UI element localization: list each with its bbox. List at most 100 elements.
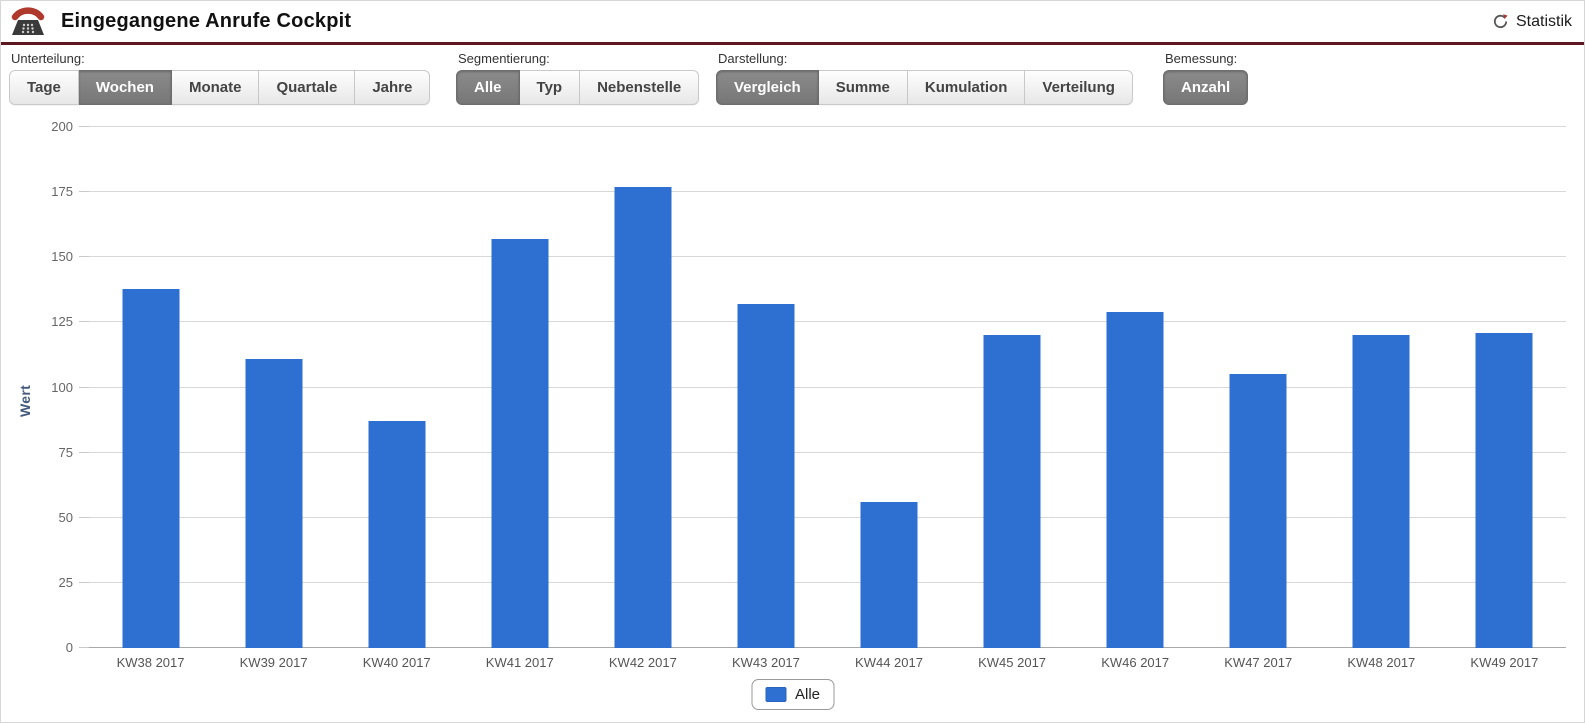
x-tick-label: KW38 2017 (116, 655, 185, 670)
statistik-button[interactable]: Statistik (1492, 13, 1572, 31)
button-tage[interactable]: Tage (9, 70, 79, 105)
y-tick-label: 100 (51, 379, 73, 395)
y-tick-mark (79, 581, 89, 583)
y-tick-label: 200 (51, 119, 73, 134)
bar-chart: Wert 0 25 50 75 100 125 150 175 200 KW38 2017 KW39… (1, 113, 1584, 722)
x-tick-label: KW47 2017 (1224, 655, 1293, 670)
chart-bar-kw38-2017[interactable] (122, 288, 180, 648)
button-wochen[interactable]: Wochen (78, 70, 172, 105)
y-tick-label: 25 (58, 574, 73, 590)
x-tick-label: KW43 2017 (731, 655, 800, 670)
gridline (89, 126, 1566, 127)
category-cell: KW47 2017 (1197, 127, 1320, 670)
button-verteilung[interactable]: Verteilung (1025, 70, 1133, 105)
x-tick-label: KW39 2017 (239, 655, 308, 670)
x-tick-label: KW42 2017 (608, 655, 677, 670)
chart-bar-kw39-2017[interactable] (245, 358, 303, 648)
y-tick-label: 125 (51, 314, 73, 330)
chart-bar-kw46-2017[interactable] (1106, 311, 1164, 648)
x-tick-label: KW41 2017 (485, 655, 554, 670)
chart-bar-kw44-2017[interactable] (860, 502, 918, 648)
group-label-bemessung: Bemessung: (1165, 51, 1238, 66)
chart-bar-kw41-2017[interactable] (491, 239, 549, 648)
x-tick-label: KW44 2017 (855, 655, 923, 670)
group-label-darstellung: Darstellung: (718, 51, 788, 66)
chart-bar-kw40-2017[interactable] (368, 421, 426, 648)
gridline (89, 451, 1566, 453)
category-cell: KW45 2017 (951, 127, 1074, 670)
legend-label: Alle (794, 686, 821, 703)
header-divider (1, 42, 1584, 45)
chart-bar-kw42-2017[interactable] (614, 186, 672, 648)
button-quartale[interactable]: Quartale (259, 70, 356, 105)
y-tick-mark (79, 516, 89, 518)
x-tick-label: KW48 2017 (1347, 655, 1416, 670)
statistik-label: Statistik (1515, 12, 1572, 30)
toolbar-group-bemessung: Bemessung: Anzahl (1163, 51, 1249, 105)
phone-icon (11, 6, 45, 35)
header: Eingegangene Anrufe Cockpit Statistik (1, 1, 1584, 42)
category-cell: KW48 2017 (1320, 127, 1443, 670)
toolbar-group-segmentierung: Segmentierung: Alle Typ Nebenstelle (456, 51, 700, 105)
button-alle[interactable]: Alle (456, 70, 520, 105)
y-tick-label: 75 (58, 444, 73, 460)
x-tick-label: KW45 2017 (978, 655, 1047, 670)
legend-swatch (764, 687, 786, 702)
button-vergleich[interactable]: Vergleich (716, 70, 819, 105)
button-typ[interactable]: Typ (519, 70, 581, 105)
y-tick-mark (79, 647, 89, 648)
gridline (89, 581, 1566, 583)
group-label-unterteilung: Unterteilung: (11, 51, 85, 66)
category-cell: KW49 2017 (1443, 127, 1566, 670)
category-cell: KW39 2017 (212, 127, 335, 670)
y-tick-mark (79, 451, 89, 453)
toolbar: Unterteilung: Tage Wochen Monate Quartal… (1, 45, 1584, 113)
chart-bar-kw49-2017[interactable] (1475, 332, 1533, 648)
gridline (89, 386, 1566, 388)
category-cell: KW41 2017 (458, 127, 581, 670)
y-tick-label: 50 (58, 509, 73, 525)
group-label-segmentierung: Segmentierung: (458, 51, 550, 66)
gridline (89, 516, 1566, 518)
y-tick-label: 175 (51, 184, 73, 200)
y-tick-mark (79, 386, 89, 388)
page-title: Eingegangene Anrufe Cockpit (61, 10, 352, 32)
x-tick-label: KW40 2017 (362, 655, 431, 670)
category-cell: KW38 2017 (89, 127, 212, 670)
gridline (89, 256, 1566, 258)
chart-bar-kw48-2017[interactable] (1352, 335, 1410, 648)
category-cell: KW40 2017 (335, 127, 458, 670)
category-cell: KW43 2017 (704, 127, 827, 670)
refresh-icon (1493, 14, 1508, 28)
toolbar-group-darstellung: Darstellung: Vergleich Summe Kumulation … (716, 51, 1133, 105)
chart-bar-kw45-2017[interactable] (983, 335, 1041, 648)
button-group-segmentierung: Alle Typ Nebenstelle (456, 70, 700, 105)
legend[interactable]: Alle (750, 679, 835, 710)
y-tick-label: 150 (51, 249, 73, 265)
button-group-darstellung: Vergleich Summe Kumulation Verteilung (716, 70, 1133, 105)
y-tick-mark (79, 126, 89, 127)
category-cell: KW46 2017 (1074, 127, 1197, 670)
button-jahre[interactable]: Jahre (355, 70, 431, 105)
y-tick-label: 0 (65, 640, 73, 655)
button-anzahl[interactable]: Anzahl (1163, 70, 1249, 105)
chart-bar-kw43-2017[interactable] (737, 304, 795, 648)
y-tick-mark (79, 191, 89, 193)
button-summe[interactable]: Summe (818, 70, 908, 105)
button-nebenstelle[interactable]: Nebenstelle (580, 70, 700, 105)
button-monate[interactable]: Monate (171, 70, 260, 105)
category-cell: KW44 2017 (827, 127, 950, 670)
x-tick-label: KW46 2017 (1101, 655, 1170, 670)
y-tick-mark (79, 256, 89, 258)
gridline (89, 191, 1566, 193)
y-tick-mark (79, 321, 89, 323)
button-group-unterteilung: Tage Wochen Monate Quartale Jahre (9, 70, 431, 105)
chart-bar-kw47-2017[interactable] (1229, 374, 1287, 648)
plot-area: 0 25 50 75 100 125 150 175 200 KW38 2017 KW39 2017… (51, 120, 1566, 670)
gridline (89, 321, 1566, 323)
x-tick-label: KW49 2017 (1470, 655, 1539, 670)
button-kumulation[interactable]: Kumulation (907, 70, 1026, 105)
bars-container: KW38 2017 KW39 2017 KW40 2017 KW41 2017 KW42… (89, 127, 1566, 670)
gridline (89, 647, 1566, 648)
